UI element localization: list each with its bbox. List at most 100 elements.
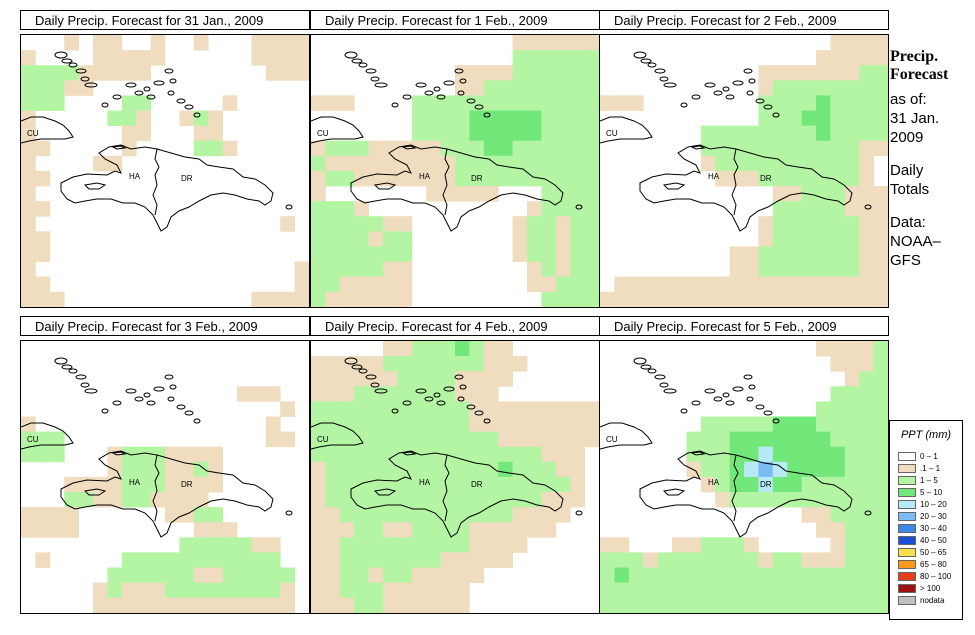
precip-cell <box>584 95 599 111</box>
island-outline <box>134 90 144 96</box>
precip-cell <box>339 492 355 508</box>
precip-cell <box>411 341 427 357</box>
island-outline <box>193 418 201 424</box>
precip-cell <box>744 552 759 568</box>
precip-cell <box>541 522 557 538</box>
island-outline <box>424 90 434 96</box>
precip-cell <box>816 140 831 157</box>
precip-cell <box>555 431 571 448</box>
precip-cell <box>584 35 599 51</box>
precip-cell <box>512 431 528 448</box>
island-outline <box>112 94 122 100</box>
precip-cell <box>816 80 831 96</box>
precip-cell <box>339 401 355 417</box>
island-outline <box>483 112 491 118</box>
precip-cell <box>541 492 557 508</box>
precip-cell <box>354 291 369 307</box>
panel-title: Daily Precip. Forecast for 31 Jan., 2009 <box>20 10 310 30</box>
precip-cell <box>715 476 730 493</box>
legend-swatch <box>898 500 916 509</box>
precip-cell <box>368 582 384 599</box>
national-border <box>731 148 739 216</box>
precip-cell <box>311 246 326 262</box>
precip-cell <box>311 276 326 293</box>
precip-cell <box>686 431 702 448</box>
precip-cell <box>555 401 571 417</box>
precip-cell <box>311 401 326 417</box>
precip-cell <box>483 186 499 202</box>
precip-cell <box>700 582 716 599</box>
precip-cell <box>280 582 295 599</box>
precip-cell <box>772 170 788 187</box>
precip-cell <box>830 201 846 217</box>
precip-cell <box>657 582 673 599</box>
precip-cell <box>311 567 326 583</box>
precip-cell <box>816 567 831 583</box>
precip-cell <box>21 507 36 523</box>
precip-cell <box>78 80 94 96</box>
precip-cell <box>570 431 585 448</box>
precip-cell <box>193 507 209 523</box>
precip-cell <box>136 110 151 126</box>
precip-cell <box>237 386 252 402</box>
precip-cell <box>512 140 528 157</box>
precip-cell <box>614 291 630 307</box>
precip-cell <box>512 65 528 81</box>
island-outline <box>75 374 87 380</box>
precip-cell <box>251 567 267 583</box>
precip-cell <box>830 35 846 51</box>
precip-cell <box>541 110 557 126</box>
precip-cell <box>570 155 585 172</box>
precip-cell <box>93 65 108 81</box>
precip-cell <box>584 246 599 262</box>
precip-cell <box>455 492 470 508</box>
precip-cell <box>35 80 51 96</box>
precip-cell <box>426 341 441 357</box>
precip-cell <box>816 522 831 538</box>
country-label: CU <box>317 435 329 444</box>
precip-cell <box>49 522 65 538</box>
precip-cell <box>700 552 716 568</box>
island-outline <box>143 392 151 398</box>
precip-cell <box>469 110 485 126</box>
precip-cell <box>787 461 802 478</box>
precip-cell <box>440 401 456 417</box>
precip-cell <box>64 476 79 493</box>
precip-cell <box>411 476 427 493</box>
precip-cell <box>455 155 470 172</box>
precip-cell <box>455 431 470 448</box>
precip-cell <box>830 597 846 613</box>
precip-cell <box>165 567 180 583</box>
precip-cell <box>383 356 398 372</box>
precip-cell <box>859 261 874 277</box>
precip-cell <box>383 552 398 568</box>
precip-cell <box>830 95 846 111</box>
precip-cell <box>584 170 599 187</box>
precip-map-svg: CU HA DR <box>21 357 295 613</box>
precip-cell <box>628 276 644 293</box>
island-outline <box>344 357 358 365</box>
precip-cell <box>325 261 341 277</box>
precip-cell <box>816 95 831 111</box>
precip-cell <box>280 431 295 448</box>
precip-cell <box>715 416 730 432</box>
precip-cell <box>311 261 326 277</box>
precip-cell <box>440 341 456 357</box>
precip-cell <box>744 431 759 448</box>
precip-cell <box>411 110 427 126</box>
precip-cell <box>368 416 384 432</box>
island-outline <box>433 86 441 92</box>
island-outline <box>483 418 491 424</box>
precip-cell <box>265 537 281 553</box>
precip-cell <box>772 95 788 111</box>
precip-cell <box>469 461 485 478</box>
precip-cell <box>772 552 788 568</box>
precip-cell <box>368 401 384 417</box>
precip-cell <box>787 140 802 157</box>
precip-cell <box>35 446 51 463</box>
precip-cell <box>411 507 427 523</box>
island-outline <box>713 396 723 402</box>
precip-cell <box>469 80 485 96</box>
precip-cell <box>816 341 831 357</box>
precip-cell <box>107 65 123 81</box>
